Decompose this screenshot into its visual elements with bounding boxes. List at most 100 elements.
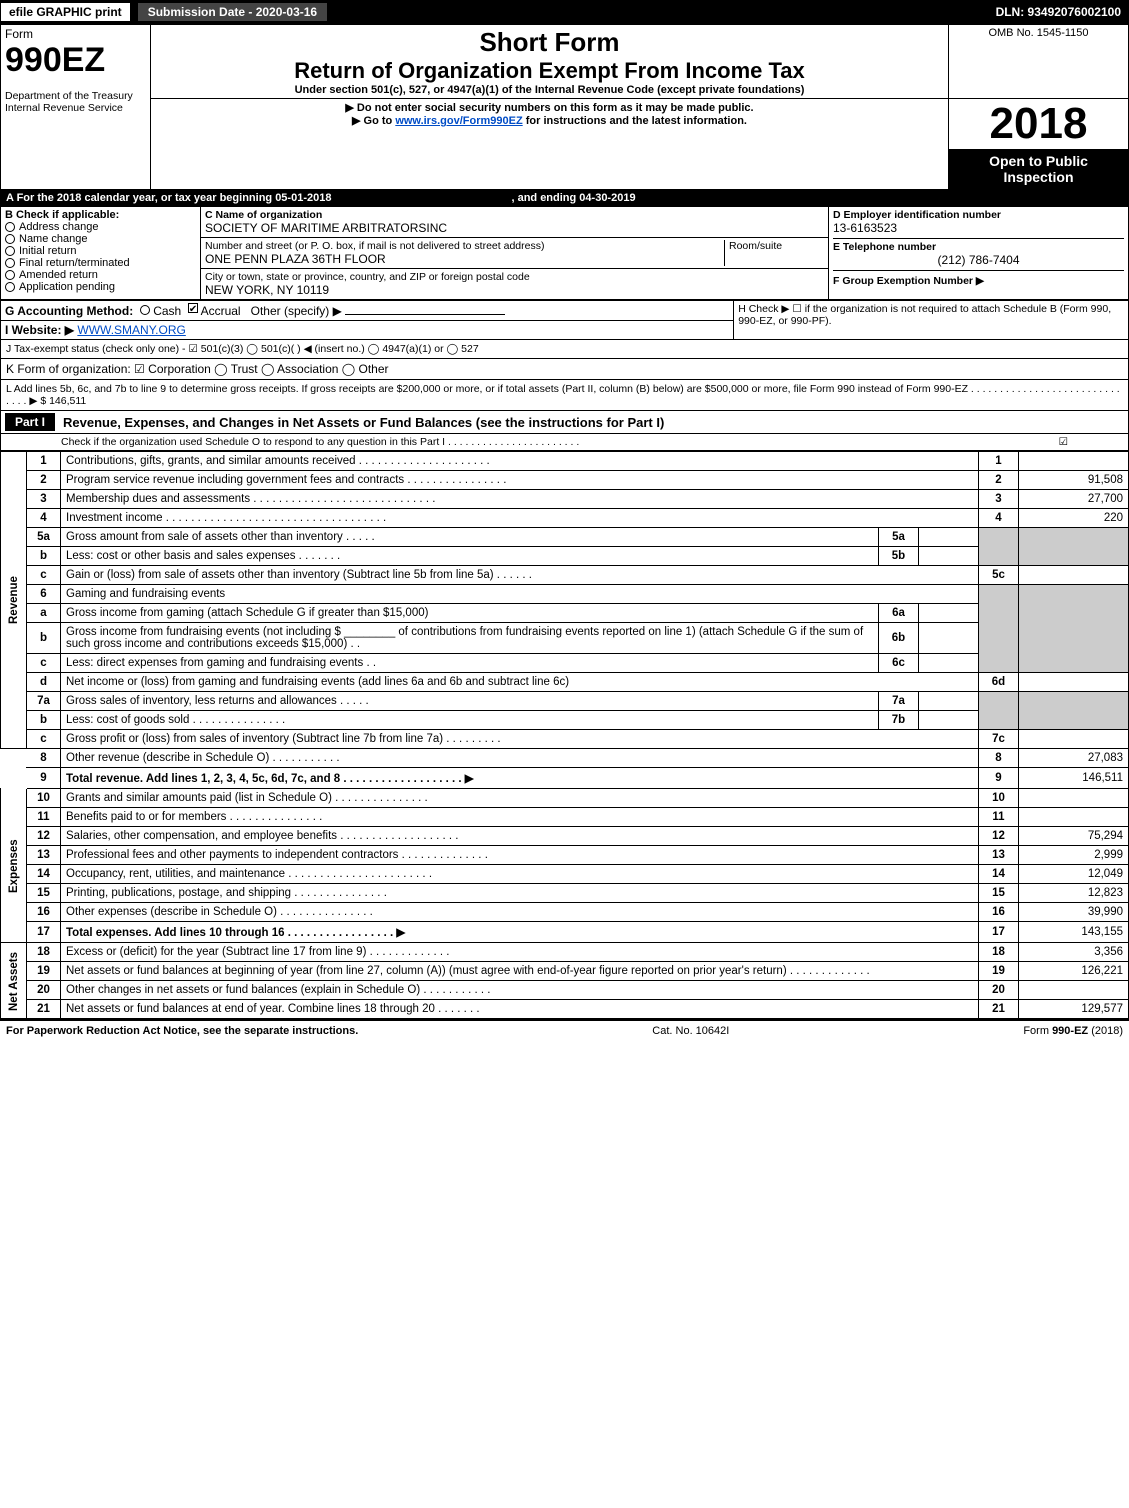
box-c-name: C Name of organization SOCIETY OF MARITI…	[201, 207, 829, 238]
g-other-label: Other (specify) ▶	[251, 304, 342, 318]
row-6c: c Less: direct expenses from gaming and …	[1, 654, 1129, 673]
period-end: , and ending 04-30-2019	[511, 192, 635, 204]
g-cash-radio[interactable]	[140, 305, 150, 315]
box-d-label: D Employer identification number	[833, 209, 1124, 221]
irs-link[interactable]: www.irs.gov/Form990EZ	[395, 115, 522, 127]
box-b: B Check if applicable: Address change Na…	[1, 207, 201, 300]
row-7a: 7a Gross sales of inventory, less return…	[1, 692, 1129, 711]
row-6b: b Gross income from fundraising events (…	[1, 623, 1129, 654]
footer-left: For Paperwork Reduction Act Notice, see …	[6, 1025, 358, 1037]
check-final-return[interactable]: Final return/terminated	[5, 257, 196, 269]
page-footer: For Paperwork Reduction Act Notice, see …	[0, 1019, 1129, 1041]
form-number: 990EZ	[5, 41, 146, 80]
top-bar: efile GRAPHIC print Submission Date - 20…	[0, 0, 1129, 24]
netassets-section-label: Net Assets	[1, 943, 27, 1019]
line-j: J Tax-exempt status (check only one) - ☑…	[0, 340, 1129, 359]
line-l: L Add lines 5b, 6c, and 7b to line 9 to …	[0, 380, 1129, 411]
row-9: 9 Total revenue. Add lines 1, 2, 3, 4, 5…	[1, 768, 1129, 789]
part1-checkbox[interactable]: ☑	[1059, 436, 1068, 448]
g-prefix: G Accounting Method:	[5, 304, 133, 318]
line-4-amt: 220	[1019, 509, 1129, 528]
omb-cell: OMB No. 1545-1150	[949, 25, 1129, 99]
footer-right: Form 990-EZ (2018)	[1023, 1025, 1123, 1037]
row-6a: a Gross income from gaming (attach Sched…	[1, 604, 1129, 623]
check-application-pending[interactable]: Application pending	[5, 281, 196, 293]
part1-check-line: Check if the organization used Schedule …	[61, 436, 579, 448]
goto-link-line: ▶ Go to www.irs.gov/Form990EZ for instru…	[155, 114, 944, 127]
row-6d: d Net income or (loss) from gaming and f…	[1, 673, 1129, 692]
g-accrual-check[interactable]	[188, 303, 198, 313]
line-h-text: H Check ▶ ☐ if the organization is not r…	[738, 303, 1124, 327]
footer-mid: Cat. No. 10642I	[652, 1025, 729, 1037]
org-info-table: B Check if applicable: Address change Na…	[0, 206, 1129, 300]
line-13-amt: 2,999	[1019, 846, 1129, 865]
goto-suffix: for instructions and the latest informat…	[526, 115, 747, 127]
form-label: Form	[5, 27, 146, 41]
period-row: A For the 2018 calendar year, or tax yea…	[0, 190, 1129, 206]
box-b-title: B Check if applicable:	[5, 209, 196, 221]
line-21-amt: 129,577	[1019, 1000, 1129, 1019]
website-link[interactable]: WWW.SMANY.ORG	[77, 323, 185, 337]
row-11: 11 Benefits paid to or for members . . .…	[1, 808, 1129, 827]
line-14-amt: 12,049	[1019, 865, 1129, 884]
line-1-amt	[1019, 452, 1129, 471]
city-label: City or town, state or province, country…	[205, 271, 824, 283]
form-id-cell: Form 990EZ Department of the Treasury In…	[1, 25, 151, 190]
tax-year: 2018	[949, 99, 1128, 149]
expenses-section-label: Expenses	[1, 789, 27, 943]
part1-lines-table: Revenue 1 Contributions, gifts, grants, …	[0, 451, 1129, 1019]
check-address-change[interactable]: Address change	[5, 221, 196, 233]
check-amended-return[interactable]: Amended return	[5, 269, 196, 281]
row-7b: b Less: cost of goods sold . . . . . . .…	[1, 711, 1129, 730]
line-18-amt: 3,356	[1019, 943, 1129, 962]
line-i: I Website: ▶ WWW.SMANY.ORG	[1, 321, 734, 340]
line-17-amt: 143,155	[1019, 922, 1129, 943]
ein-value: 13-6163523	[833, 221, 1124, 235]
short-form-title: Short Form	[155, 27, 944, 58]
row-14: 14 Occupancy, rent, utilities, and maint…	[1, 865, 1129, 884]
city-value: NEW YORK, NY 10119	[205, 283, 824, 297]
line-h: H Check ▶ ☐ if the organization is not r…	[734, 301, 1129, 340]
dept-irs: Internal Revenue Service	[5, 102, 146, 114]
part1-label: Part I	[5, 413, 55, 431]
org-name: SOCIETY OF MARITIME ARBITRATORSINC	[205, 221, 824, 235]
submission-date: Submission Date - 2020-03-16	[137, 2, 328, 22]
do-not-enter: ▶ Do not enter social security numbers o…	[155, 101, 944, 114]
box-f-label: F Group Exemption Number ▶	[833, 275, 984, 287]
telephone-value: (212) 786-7404	[833, 253, 1124, 267]
part1-title: Revenue, Expenses, and Changes in Net As…	[63, 415, 664, 430]
gh-table: G Accounting Method: Cash Accrual Other …	[0, 300, 1129, 340]
line-12-amt: 75,294	[1019, 827, 1129, 846]
row-19: 19 Net assets or fund balances at beginn…	[1, 962, 1129, 981]
form-header-table: Form 990EZ Department of the Treasury In…	[0, 24, 1129, 190]
box-def: D Employer identification number 13-6163…	[829, 207, 1129, 300]
line-8-amt: 27,083	[1019, 749, 1129, 768]
row-5c: c Gain or (loss) from sale of assets oth…	[1, 566, 1129, 585]
title-cell: Short Form Return of Organization Exempt…	[151, 25, 949, 99]
box-c-city: City or town, state or province, country…	[201, 269, 829, 300]
row-13: 13 Professional fees and other payments …	[1, 846, 1129, 865]
efile-print-button[interactable]: efile GRAPHIC print	[0, 2, 131, 22]
check-initial-return[interactable]: Initial return	[5, 245, 196, 257]
row-5b: b Less: cost or other basis and sales ex…	[1, 547, 1129, 566]
box-c-label: C Name of organization	[205, 209, 824, 221]
period-begin: A For the 2018 calendar year, or tax yea…	[6, 192, 331, 204]
line-1-num: 1	[27, 452, 61, 471]
i-prefix: I Website: ▶	[5, 323, 74, 337]
row-3: 3 Membership dues and assessments . . . …	[1, 490, 1129, 509]
row-17: 17 Total expenses. Add lines 10 through …	[1, 922, 1129, 943]
line-g: G Accounting Method: Cash Accrual Other …	[1, 301, 734, 321]
row-20: 20 Other changes in net assets or fund b…	[1, 981, 1129, 1000]
street-address: ONE PENN PLAZA 36TH FLOOR	[205, 252, 724, 266]
line-16-amt: 39,990	[1019, 903, 1129, 922]
row-1: Revenue 1 Contributions, gifts, grants, …	[1, 452, 1129, 471]
line-9-amt: 146,511	[1019, 768, 1129, 789]
row-6: 6 Gaming and fundraising events	[1, 585, 1129, 604]
check-name-change[interactable]: Name change	[5, 233, 196, 245]
row-18: Net Assets 18 Excess or (deficit) for th…	[1, 943, 1129, 962]
year-open-cell: 2018 Open to Public Inspection	[949, 99, 1129, 190]
row-7c: c Gross profit or (loss) from sales of i…	[1, 730, 1129, 749]
dept-treasury: Department of the Treasury	[5, 90, 146, 102]
row-8: 8 Other revenue (describe in Schedule O)…	[1, 749, 1129, 768]
box-e-label: E Telephone number	[833, 241, 1124, 253]
